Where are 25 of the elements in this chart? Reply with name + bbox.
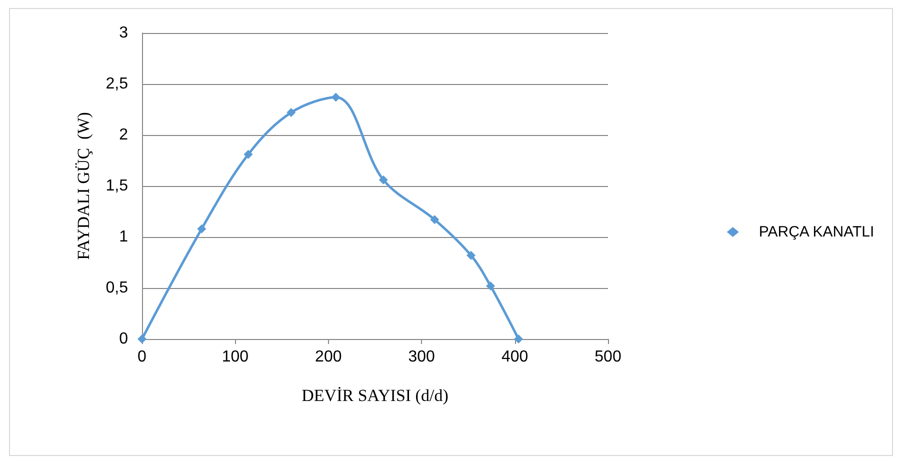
x-tick-label: 200 [315,348,342,366]
point [378,175,388,184]
point [430,215,440,224]
y-tick-label: 3 [119,24,128,42]
x-tick-label: 400 [501,348,528,366]
y-tick-label: 1,5 [106,178,128,194]
y-tick-label: 2,5 [106,76,128,92]
y-tick-label: 0 [119,330,128,348]
point [197,224,206,234]
y-tick-label: 1 [119,228,128,246]
x-tick-label: 0 [138,348,147,366]
y-tick-label: 2 [119,126,128,144]
x-tick-label: 100 [222,348,249,366]
point [331,92,340,102]
point [466,250,476,260]
y-tick-label: 0,5 [106,280,128,296]
x-tick-label: 500 [594,348,622,366]
x-tick-label: 300 [408,348,436,366]
legend-label: PARÇA KANATLI [758,224,874,240]
x-axis-title: DEVİR SAYISI (d/d) [302,386,448,405]
point [514,334,524,344]
point [486,281,496,290]
point [286,108,296,118]
y-axis-title: FAYDALI GÜÇ (W) [74,112,93,260]
point [244,150,253,159]
